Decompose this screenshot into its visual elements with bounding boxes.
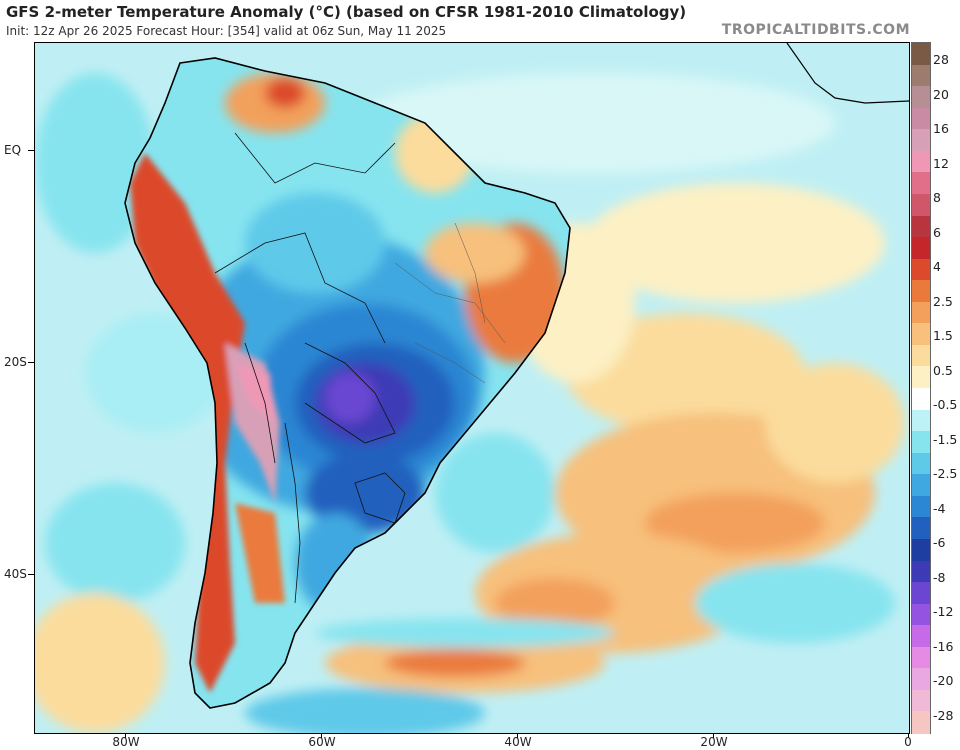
colorbar-segment: [912, 323, 930, 346]
colorbar-segment: [912, 625, 930, 648]
colorbar-segment: [912, 301, 930, 324]
colorbar-segment: [912, 344, 930, 367]
lon-tick: [125, 733, 126, 738]
colorbar-label: 8: [933, 190, 941, 206]
colorbar-segment: [912, 237, 930, 260]
map-panel: [34, 42, 910, 734]
lon-tick: [517, 733, 518, 738]
colorbar-segment: [912, 517, 930, 540]
map-subtitle: Init: 12z Apr 26 2025 Forecast Hour: [35…: [6, 24, 447, 38]
colorbar-segment: [912, 64, 930, 87]
colorbar-label: -8: [933, 569, 946, 585]
colorbar-segment: [912, 668, 930, 691]
anomaly-map: [35, 43, 909, 733]
country-borders: [214, 132, 406, 604]
colorbar-segment: [912, 474, 930, 497]
colorbar-segment: [912, 280, 930, 303]
colorbar-segment: [912, 215, 930, 238]
colorbar-segment: [912, 150, 930, 173]
colorbar-label: -16: [933, 638, 954, 654]
colorbar-segment: [912, 646, 930, 669]
lon-tick: [321, 733, 322, 738]
colorbar-segment: [912, 172, 930, 195]
lat-tick: [28, 574, 34, 575]
lat-tick: [28, 362, 34, 363]
lon-label-40w: 40W: [504, 735, 532, 749]
colorbar-segment: [912, 582, 930, 605]
colorbar-segment: [912, 452, 930, 475]
colorbar-label: 1.5: [933, 328, 953, 344]
colorbar-segment: [912, 129, 930, 152]
colorbar-segment: [912, 366, 930, 389]
lon-label-20w: 20W: [700, 735, 728, 749]
watermark: TROPICALTIDBITS.COM: [721, 22, 910, 38]
colorbar-label: 28: [933, 52, 949, 67]
colorbar-label: 12: [933, 155, 949, 171]
lon-tick: [713, 733, 714, 738]
colorbar-label: -1.5: [933, 431, 958, 447]
colorbar-label: -12: [933, 604, 954, 620]
colorbar-label: 6: [933, 224, 941, 240]
ocean-anomaly-field: [35, 73, 905, 733]
state-borders: [394, 222, 506, 384]
coastlines: [124, 43, 909, 709]
map-title: GFS 2-meter Temperature Anomaly (°C) (ba…: [6, 3, 687, 21]
colorbar-segment: [912, 388, 930, 411]
colorbar-segment: [912, 603, 930, 626]
colorbar-label: -4: [933, 500, 946, 516]
colorbar-label: 0.5: [933, 362, 953, 378]
colorbar-label: -20: [933, 673, 954, 689]
lon-label-0: 0: [904, 735, 912, 749]
colorbar-label: -28: [933, 708, 954, 723]
lat-label-20s: 20S: [4, 355, 27, 369]
colorbar-label: 20: [933, 86, 949, 102]
colorbar-segment: [912, 538, 930, 561]
colorbar-label: -2.5: [933, 466, 958, 482]
colorbar-segment: [912, 711, 930, 734]
colorbar-segment: [912, 689, 930, 712]
lat-label-eq: EQ: [4, 143, 22, 157]
colorbar-label: 4: [933, 259, 941, 275]
colorbar-segment: [912, 107, 930, 130]
colorbar-segment: [912, 431, 930, 454]
lat-tick: [28, 150, 34, 151]
lat-label-40s: 40S: [4, 567, 27, 581]
colorbar-segment: [912, 86, 930, 109]
colorbar-label: 2.5: [933, 293, 953, 309]
colorbar-segment: [912, 560, 930, 583]
lon-tick: [908, 733, 909, 738]
lon-label-80w: 80W: [112, 735, 140, 749]
colorbar-segment: [912, 258, 930, 281]
colorbar-segment: [912, 495, 930, 518]
colorbar-label: -6: [933, 535, 946, 551]
colorbar-label: -0.5: [933, 397, 958, 413]
colorbar-segment: [912, 43, 930, 66]
colorbar-segment: [912, 409, 930, 432]
colorbar-label: 16: [933, 121, 949, 137]
lon-label-60w: 60W: [308, 735, 336, 749]
colorbar: [911, 42, 931, 734]
colorbar-segment: [912, 193, 930, 216]
